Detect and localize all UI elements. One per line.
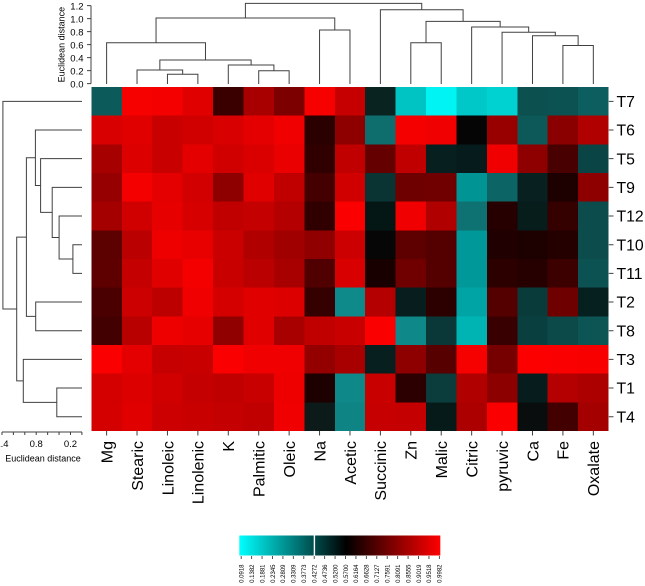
svg-text:0.8555: 0.8555 (406, 564, 412, 583)
svg-text:0.9019: 0.9019 (417, 564, 423, 583)
svg-text:0.2: 0.2 (70, 66, 83, 77)
svg-text:0.9982: 0.9982 (438, 564, 444, 583)
svg-text:Euclidean distance: Euclidean distance (5, 454, 81, 464)
svg-text:Citric: Citric (464, 441, 481, 477)
svg-text:1.0: 1.0 (70, 14, 83, 25)
svg-text:Oleic: Oleic (282, 441, 299, 477)
svg-text:T4: T4 (617, 409, 636, 426)
svg-text:0.3309: 0.3309 (292, 564, 298, 583)
svg-text:0.8: 0.8 (70, 27, 83, 38)
svg-text:Stearic: Stearic (130, 441, 147, 491)
svg-text:0.2809: 0.2809 (281, 564, 287, 583)
svg-text:T10: T10 (617, 237, 644, 254)
svg-text:pyruvic: pyruvic (495, 441, 512, 492)
svg-text:Palmitic: Palmitic (252, 441, 269, 497)
svg-text:Fe: Fe (556, 441, 573, 460)
svg-text:T1: T1 (617, 381, 636, 398)
svg-text:0.1382: 0.1382 (250, 564, 256, 583)
svg-text:Acetic: Acetic (343, 441, 360, 485)
svg-text:T2: T2 (617, 295, 635, 312)
svg-text:0.0918: 0.0918 (240, 564, 246, 583)
svg-text:Oxalate: Oxalate (586, 441, 603, 496)
svg-text:0.0: 0.0 (70, 79, 83, 90)
svg-text:1.2: 1.2 (70, 1, 83, 12)
svg-text:Mg: Mg (99, 441, 116, 463)
svg-text:0.7127: 0.7127 (375, 564, 381, 583)
svg-text:0.4736: 0.4736 (323, 564, 329, 583)
svg-text:0.5200: 0.5200 (333, 564, 339, 583)
svg-text:0.7591: 0.7591 (386, 564, 392, 583)
svg-text:1.4: 1.4 (0, 439, 9, 450)
svg-text:Linolenic: Linolenic (191, 441, 208, 504)
svg-text:Linoleic: Linoleic (160, 441, 177, 495)
svg-text:Ca: Ca (525, 441, 542, 462)
svg-text:0.5700: 0.5700 (344, 564, 350, 583)
svg-text:T9: T9 (617, 180, 636, 197)
svg-text:Euclidean distance: Euclidean distance (57, 7, 67, 83)
svg-text:0.2: 0.2 (64, 439, 77, 450)
svg-text:T5: T5 (617, 151, 636, 168)
svg-text:0.2345: 0.2345 (271, 564, 277, 583)
svg-text:0.6628: 0.6628 (365, 564, 371, 583)
svg-text:0.6164: 0.6164 (354, 564, 360, 583)
svg-text:T11: T11 (617, 266, 643, 283)
svg-text:T6: T6 (617, 123, 636, 140)
svg-text:0.1881: 0.1881 (260, 564, 266, 583)
svg-text:0.9518: 0.9518 (427, 564, 433, 583)
svg-text:Malic: Malic (434, 441, 451, 478)
svg-text:0.3773: 0.3773 (302, 564, 308, 583)
svg-text:0.8: 0.8 (30, 439, 43, 450)
svg-text:T8: T8 (617, 323, 636, 340)
svg-text:0.8091: 0.8091 (396, 564, 402, 583)
svg-text:0.6: 0.6 (70, 40, 83, 51)
svg-text:Na: Na (312, 441, 329, 462)
svg-text:K: K (221, 441, 238, 452)
svg-text:T3: T3 (617, 352, 636, 369)
svg-text:Succinic: Succinic (373, 441, 390, 501)
svg-text:T7: T7 (617, 94, 635, 111)
svg-text:Zn: Zn (404, 441, 421, 460)
svg-text:0.4: 0.4 (70, 53, 83, 64)
svg-text:T12: T12 (617, 209, 644, 226)
svg-text:0.4272: 0.4272 (313, 564, 319, 583)
